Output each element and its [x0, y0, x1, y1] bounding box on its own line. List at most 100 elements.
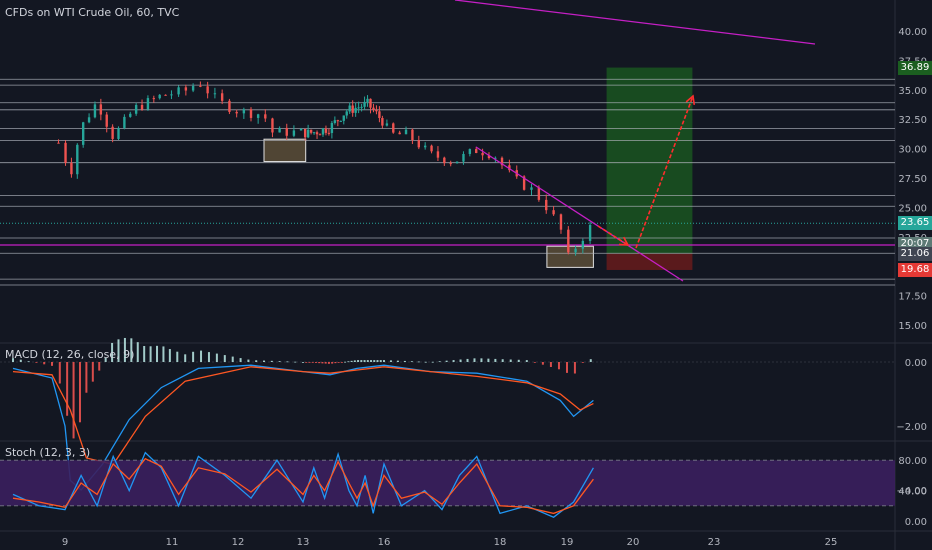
candle-body — [324, 128, 328, 133]
candle-body — [348, 105, 351, 112]
candle-body — [468, 149, 472, 154]
candle-body — [99, 104, 103, 115]
stoch-title: Stoch (12, 3, 3) — [5, 446, 91, 459]
macd-histogram-bar — [417, 361, 420, 363]
macd-histogram-bar — [452, 360, 455, 362]
macd-histogram-bar — [305, 362, 308, 363]
candle-body — [278, 127, 281, 133]
macd-histogram-bar — [376, 360, 379, 362]
candle-body — [123, 116, 126, 128]
drawings[interactable] — [454, 0, 816, 282]
macd-histogram-bar — [85, 362, 88, 393]
macd-tick-label: −4.00 — [896, 486, 927, 497]
candle-body — [381, 117, 384, 126]
macd-histogram-bar — [176, 351, 179, 362]
macd-histogram-bar — [72, 362, 75, 439]
candle-body — [392, 123, 395, 133]
macd-histogram-bar — [78, 362, 81, 423]
macd-histogram-bar — [117, 339, 120, 362]
macd-histogram-bar — [473, 358, 476, 362]
macd-histogram-bar — [366, 360, 369, 362]
macd-histogram-bar — [334, 362, 337, 364]
target-zone — [606, 67, 693, 254]
y-tick-label: 15.00 — [898, 321, 927, 332]
candle-body — [449, 163, 452, 165]
candle-body — [366, 98, 369, 102]
candle-body — [481, 152, 484, 156]
macd-pane — [0, 337, 895, 491]
candle-body — [315, 132, 319, 135]
candle-body — [134, 104, 138, 114]
macd-histogram-bar — [480, 358, 483, 362]
candle-body — [455, 161, 459, 164]
candle-body — [462, 153, 465, 162]
macd-title: MACD (12, 26, close, 9) — [5, 348, 135, 361]
macd-histogram-bar — [549, 362, 552, 367]
macd-histogram-bar — [215, 353, 218, 362]
macd-histogram-bar — [360, 360, 363, 362]
macd-histogram-bar — [143, 346, 146, 362]
price-tag: 19.68 — [898, 263, 932, 277]
macd-histogram-bar — [286, 361, 289, 363]
candle-body — [333, 120, 337, 123]
macd-histogram-bar — [340, 362, 343, 363]
macd-histogram-bar — [389, 360, 392, 362]
macd-histogram-bar — [327, 362, 330, 364]
candle-body — [152, 98, 156, 100]
candle-body — [508, 165, 511, 171]
macd-histogram-bar — [278, 361, 281, 362]
candle-body — [93, 104, 97, 118]
candle-body — [567, 229, 570, 253]
candle-body — [530, 187, 533, 190]
macd-histogram-bar — [247, 359, 250, 362]
candle-body — [581, 240, 585, 249]
macd-histogram-bar — [168, 349, 171, 362]
macd-histogram-bar — [162, 346, 165, 362]
macd-histogram-bar — [396, 360, 399, 362]
y-tick-label: 27.50 — [898, 174, 927, 185]
macd-histogram-bar — [373, 360, 376, 362]
projection-arrow-up-head — [685, 94, 696, 106]
horizontal-levels[interactable] — [0, 78, 895, 286]
y-tick-label: 17.50 — [898, 292, 927, 303]
candle-body — [206, 86, 209, 94]
candle-body — [500, 157, 504, 166]
macd-histogram-bar — [311, 362, 314, 363]
y-tick-label: 32.50 — [898, 115, 927, 126]
macd-histogram-bar — [294, 361, 297, 363]
candle-body — [87, 117, 91, 123]
candle-body — [398, 132, 401, 135]
candle-body — [64, 142, 67, 163]
candle-body — [318, 134, 322, 136]
x-tick-label: 20 — [627, 537, 640, 548]
macd-histogram-bar — [207, 352, 210, 362]
macd-histogram-bar — [424, 361, 427, 363]
stoch-tick-label: 40.00 — [898, 487, 927, 498]
candle-body — [199, 85, 202, 87]
candle-body — [117, 127, 120, 139]
macd-histogram-bar — [337, 362, 340, 363]
stoch-tick-label: 0.00 — [905, 517, 927, 528]
x-tick-label: 16 — [378, 537, 391, 548]
stoch-pane — [0, 451, 895, 518]
x-tick-label: 12 — [232, 537, 245, 548]
candle-body — [354, 107, 357, 113]
candle-body — [184, 87, 188, 91]
x-tick-label: 13 — [297, 537, 310, 548]
candle-body — [164, 94, 167, 96]
macd-histogram-bar — [541, 362, 544, 365]
macd-histogram-bar — [403, 360, 406, 362]
macd-histogram-bar — [344, 361, 347, 363]
macd-histogram-bar — [533, 362, 536, 363]
candle-body — [545, 199, 548, 211]
macd-histogram-bar — [104, 357, 107, 362]
macd-histogram-bar — [43, 362, 46, 365]
macd-histogram-bar — [557, 362, 560, 370]
macd-tick-label: −2.00 — [896, 422, 927, 433]
candle-body — [140, 104, 144, 110]
macd-histogram-bar — [314, 362, 317, 363]
candle-body — [220, 93, 224, 101]
macd-histogram-bar — [501, 359, 504, 362]
macd-histogram-bar — [136, 342, 139, 362]
